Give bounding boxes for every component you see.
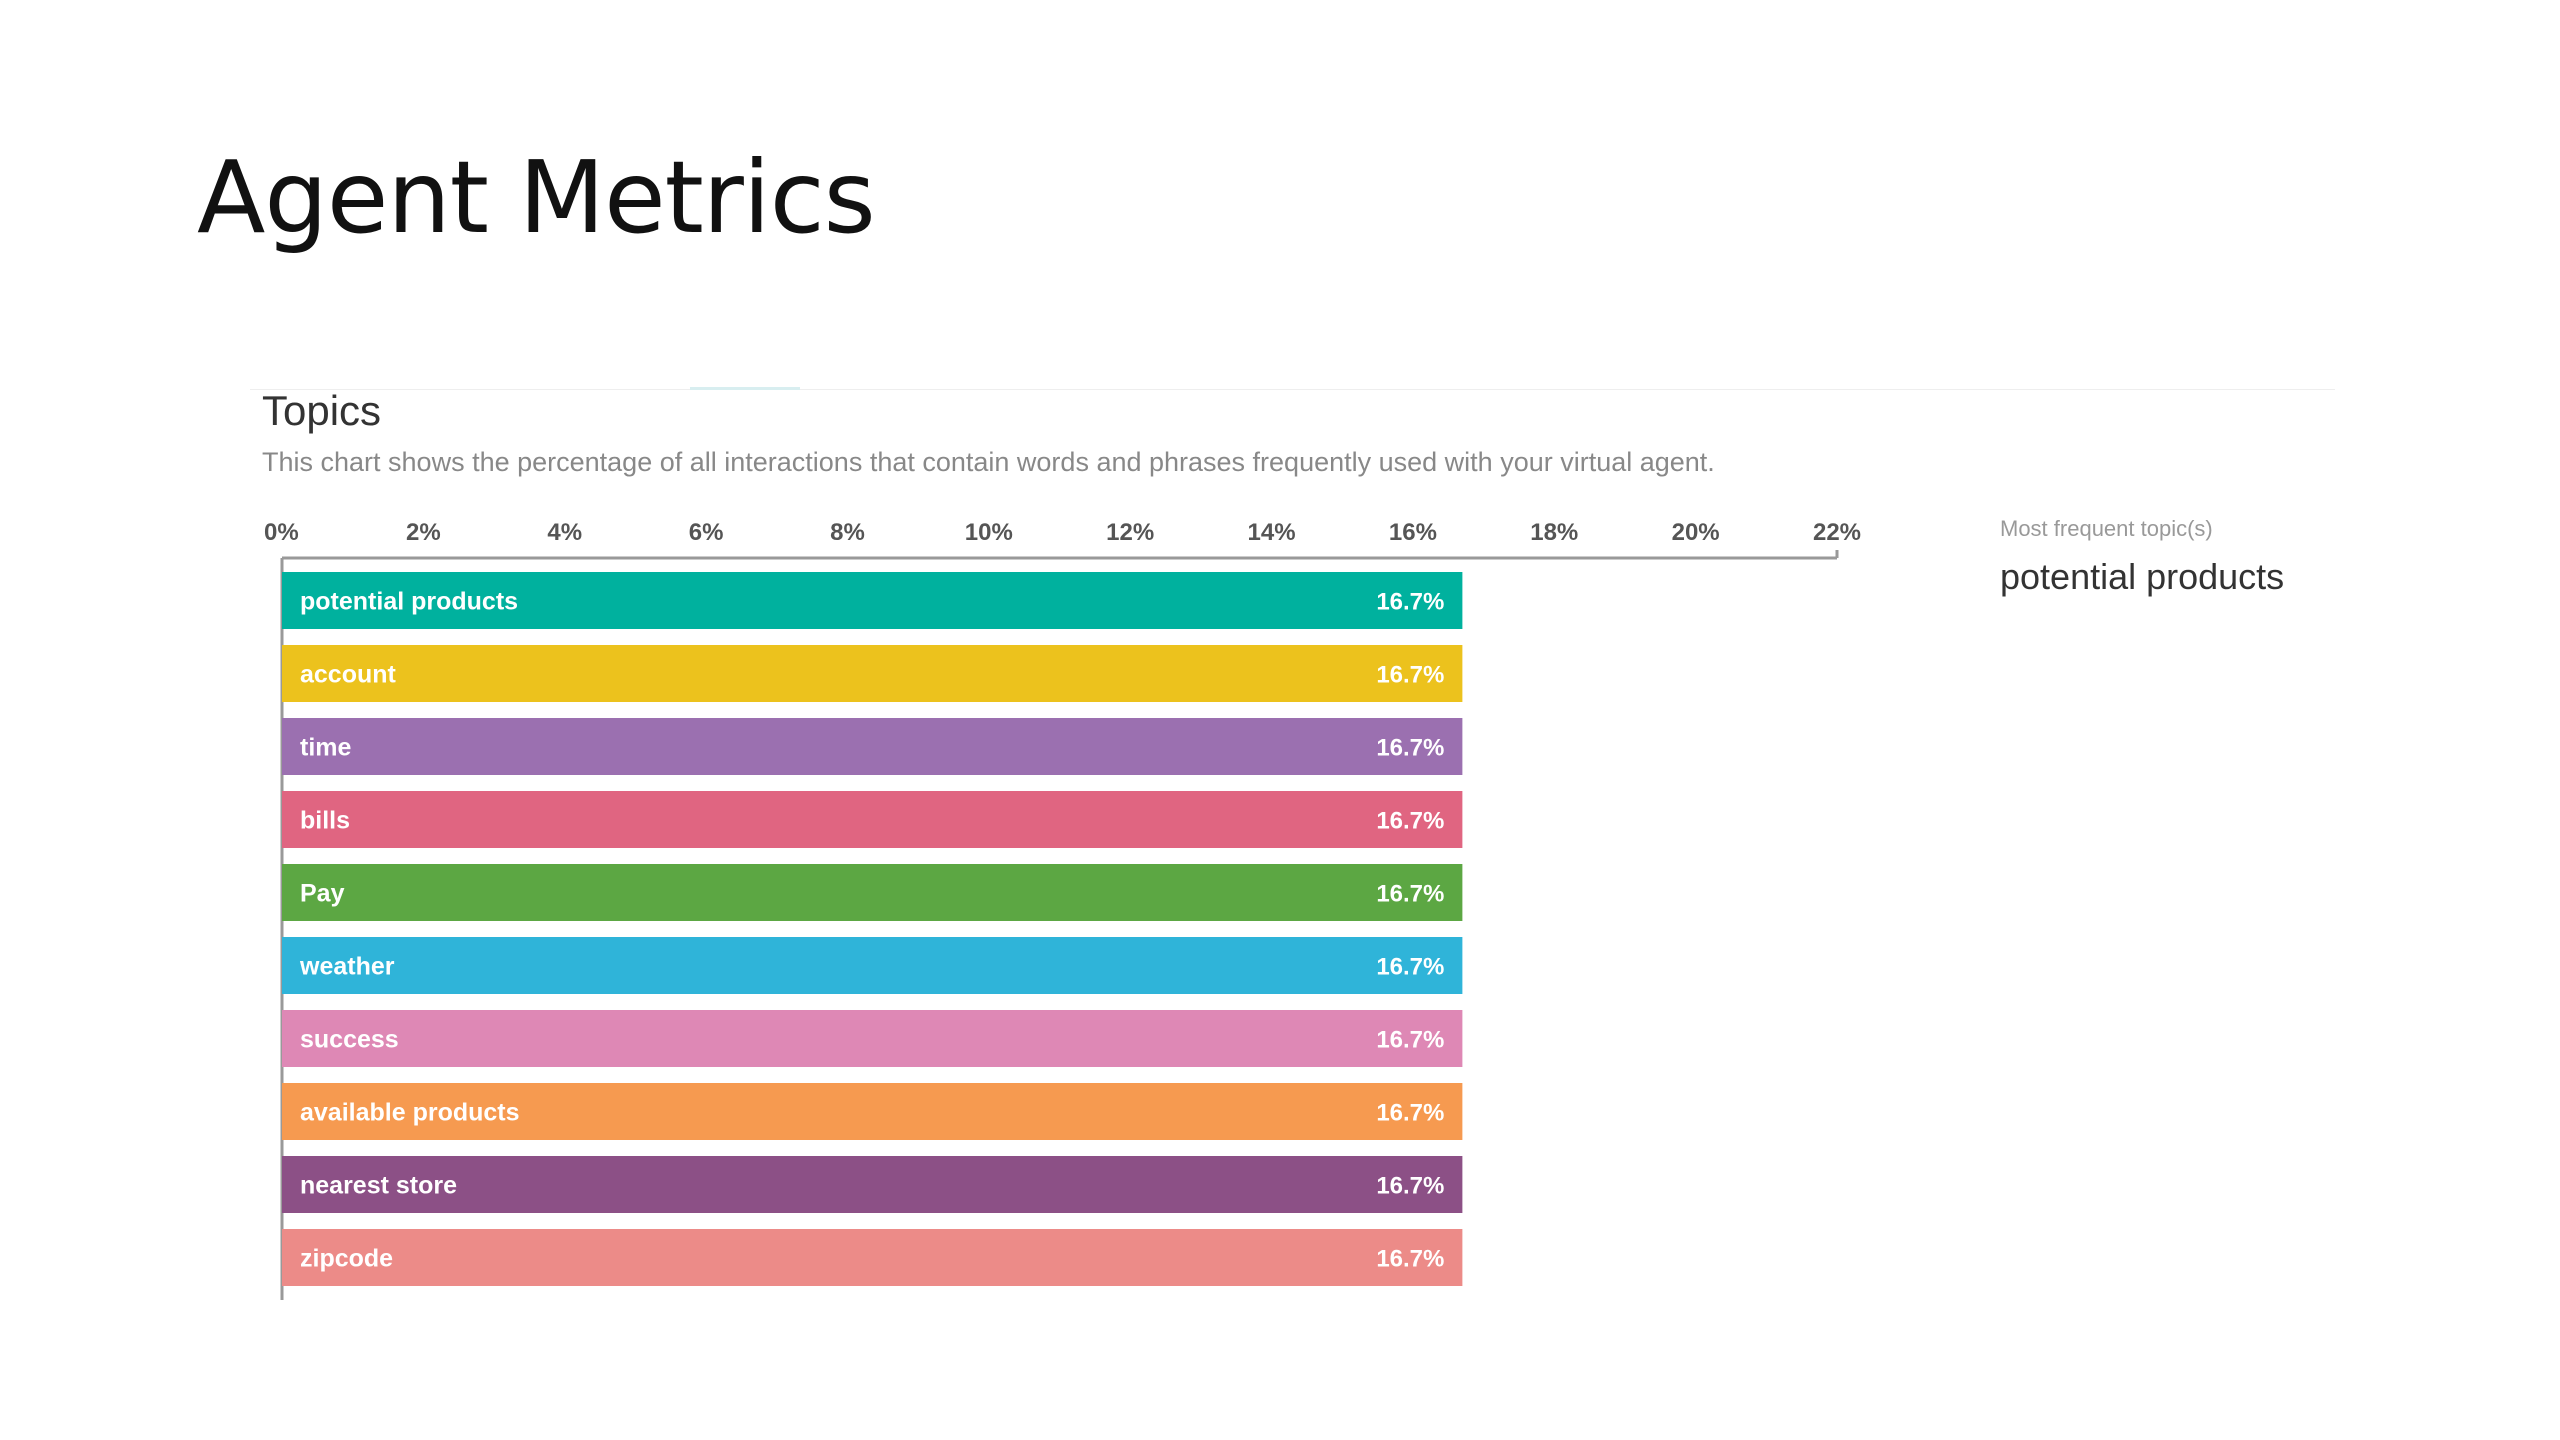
x-tick-label: 6% <box>689 519 724 546</box>
bar-category-label: nearest store <box>300 1172 457 1200</box>
bar-value-label: 16.7% <box>1376 589 1444 616</box>
most-frequent-topic-label: Most frequent topic(s) <box>2000 516 2213 541</box>
bar-value-label: 16.7% <box>1376 881 1444 908</box>
x-tick-label: 4% <box>547 519 582 546</box>
bar <box>282 1229 1463 1286</box>
x-tick-label: 8% <box>830 519 865 546</box>
bar-category-label: Pay <box>300 880 345 908</box>
bar <box>282 718 1463 775</box>
bar <box>282 864 1463 921</box>
bar-value-label: 16.7% <box>1376 808 1444 835</box>
x-tick-label: 2% <box>406 519 441 546</box>
bar <box>282 1010 1463 1067</box>
bar-value-label: 16.7% <box>1376 735 1444 762</box>
bar-value-label: 16.7% <box>1376 1100 1444 1127</box>
bar-category-label: potential products <box>300 588 518 616</box>
x-tick-label: 0% <box>264 519 299 546</box>
bar-value-label: 16.7% <box>1376 1027 1444 1054</box>
slide-title: Agent Metrics <box>197 139 876 256</box>
x-tick-label: 22% <box>1813 519 1861 546</box>
bar-category-label: account <box>300 661 397 689</box>
bar-category-label: available products <box>300 1099 520 1127</box>
bar <box>282 572 1463 629</box>
x-tick-label: 14% <box>1248 519 1296 546</box>
bar-value-label: 16.7% <box>1376 1246 1444 1273</box>
bar <box>282 791 1463 848</box>
panel-divider <box>250 389 2335 390</box>
bar-category-label: time <box>300 734 352 762</box>
x-tick-label: 20% <box>1672 519 1720 546</box>
x-tick-label: 16% <box>1389 519 1437 546</box>
bar-value-label: 16.7% <box>1376 662 1444 689</box>
x-tick-label: 10% <box>965 519 1013 546</box>
chart-heading: Topics <box>262 387 382 434</box>
bar <box>282 1156 1463 1213</box>
chart-description: This chart shows the percentage of all i… <box>262 447 1715 477</box>
x-tick-label: 12% <box>1106 519 1154 546</box>
bar-value-label: 16.7% <box>1376 1173 1444 1200</box>
most-frequent-topic-value: potential products <box>2000 556 2285 597</box>
panel-tab-indicator <box>690 387 800 390</box>
bar-category-label: bills <box>300 807 350 835</box>
bar <box>282 1083 1463 1140</box>
bar <box>282 645 1463 702</box>
bar-category-label: weather <box>299 953 395 981</box>
bar-category-label: zipcode <box>300 1245 393 1273</box>
bar-category-label: success <box>300 1026 399 1054</box>
x-tick-label: 18% <box>1530 519 1578 546</box>
bar <box>282 937 1463 994</box>
bar-value-label: 16.7% <box>1376 954 1444 981</box>
